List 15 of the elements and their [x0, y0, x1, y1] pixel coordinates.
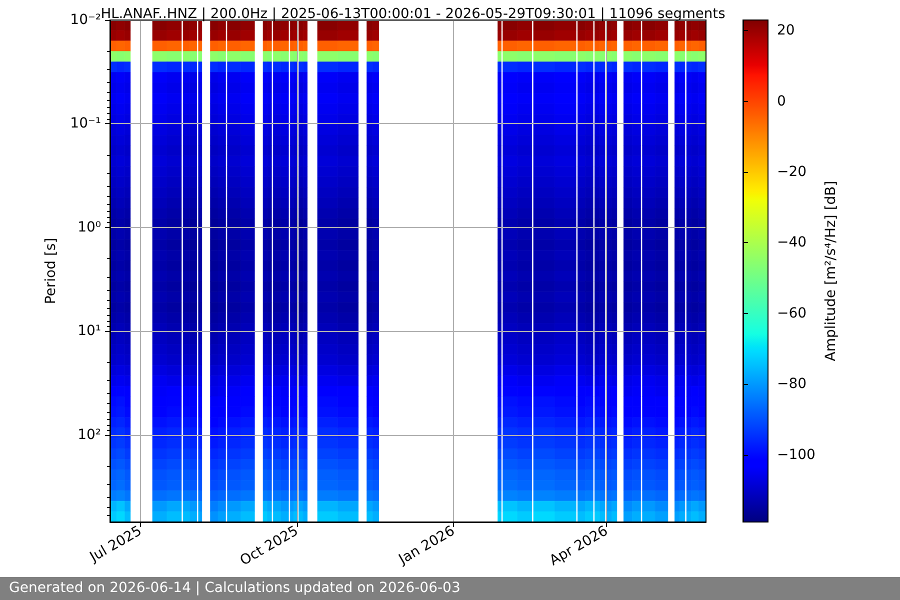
y-tick-label: 10⁻¹ [70, 116, 101, 132]
color-bar-label: −100 [777, 446, 816, 463]
text: Generated on 2026-06-14 | Calculations updated on 2026-06-03 [9, 580, 460, 597]
color-bar-label: −80 [777, 376, 807, 392]
color-bar-label: 0 [777, 93, 786, 110]
color-bar-label: −60 [777, 305, 807, 322]
y-tick-label: 10⁻² [70, 12, 101, 28]
y-axis-title: Period [s] [43, 238, 59, 304]
color-bar-label: −40 [777, 234, 807, 251]
color-bar-label: −20 [777, 164, 807, 180]
color-bar-title: Amplitude [m²/s⁴/Hz] [dB] [823, 180, 839, 362]
y-tick-label: 10⁰ [78, 219, 102, 236]
color-bar-label: 20 [777, 22, 795, 39]
y-tick-label: 10¹ [78, 323, 101, 340]
y-tick-label: 10² [78, 426, 101, 443]
